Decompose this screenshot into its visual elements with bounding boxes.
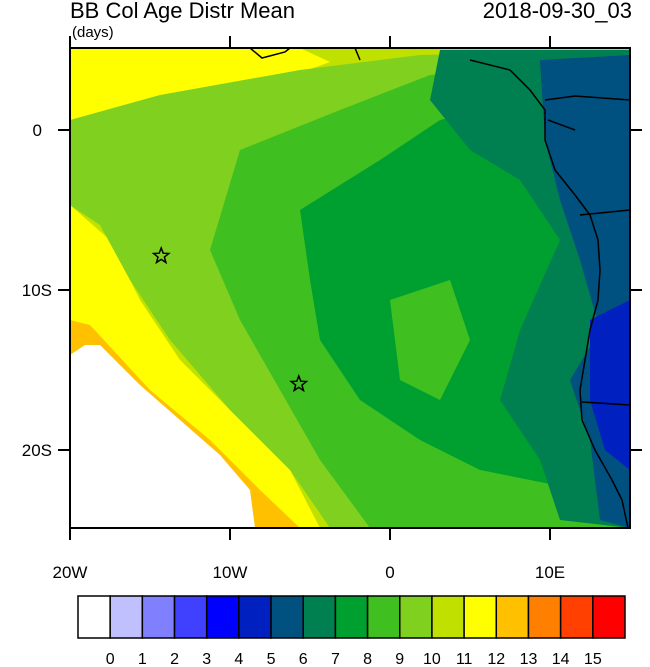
field-center — [390, 280, 470, 400]
colorbar-label: 7 — [331, 651, 340, 667]
colorbar-label: 12 — [487, 651, 505, 667]
colorbar-swatch — [238, 595, 272, 639]
map-field — [70, 48, 630, 528]
map-frame — [69, 47, 631, 529]
colorbar-swatch — [270, 595, 304, 639]
colorbar-label: 15 — [584, 651, 602, 667]
y-axis: 0 10S 20S — [22, 121, 642, 460]
colorbar-swatch — [141, 595, 176, 639]
colorbar-label: 8 — [363, 651, 372, 667]
colorbar-swatch — [205, 595, 240, 639]
colorbar-label: 1 — [138, 651, 147, 667]
colorbar-swatch — [334, 595, 369, 639]
colorbar-label: 5 — [267, 651, 276, 667]
star-marker-2 — [289, 373, 309, 393]
coastline — [469, 59, 629, 528]
colorbar-swatch — [592, 595, 626, 639]
colorbar-swatch — [366, 595, 401, 639]
colorbar-label: 10 — [423, 651, 441, 667]
y-tick-label: 20S — [22, 441, 52, 460]
y-tick-label: 10S — [22, 281, 52, 300]
colorbar: 0 1 2 3 4 5 6 7 8 9 10 11 12 13 14 15 — [77, 595, 626, 667]
country-borders — [544, 95, 630, 406]
field-no-data — [70, 345, 255, 528]
markers — [151, 245, 309, 393]
colorbar-label: 3 — [202, 651, 211, 667]
colorbar-label: 0 — [106, 651, 115, 667]
colorbar-swatch — [399, 595, 433, 639]
colorbar-swatch — [495, 595, 530, 639]
colorbar-label: 13 — [520, 651, 538, 667]
x-axis: 20W 10W 0 10E — [53, 36, 565, 582]
x-tick-label: 10E — [535, 563, 565, 582]
colorbar-label: 9 — [395, 651, 404, 667]
colorbar-swatch — [463, 595, 498, 639]
colorbar-swatch — [431, 595, 465, 639]
colorbar-swatch — [302, 595, 337, 639]
plot-title: BB Col Age Distr Mean — [70, 0, 295, 23]
colorbar-swatch — [173, 595, 208, 639]
x-tick-label: 20W — [53, 563, 88, 582]
colorbar-swatch — [559, 595, 594, 639]
colorbar-label: 14 — [552, 651, 570, 667]
colorbar-label: 11 — [456, 651, 473, 667]
colorbar-swatch — [109, 595, 144, 639]
colorbar-label: 4 — [234, 651, 243, 667]
colorbar-label: 2 — [170, 651, 179, 667]
coastline-north — [249, 48, 361, 61]
field-4-5 — [590, 300, 630, 470]
plot-units: (days) — [72, 24, 114, 41]
colorbar-swatch — [527, 595, 562, 639]
star-marker-1 — [151, 245, 171, 265]
plot-datetime: 2018-09-30_03 — [482, 0, 632, 23]
colorbar-swatch — [77, 595, 111, 639]
y-tick-label: 0 — [33, 121, 42, 140]
colorbar-label: 6 — [299, 651, 308, 667]
x-tick-label: 10W — [213, 563, 248, 582]
x-tick-label: 0 — [385, 563, 394, 582]
